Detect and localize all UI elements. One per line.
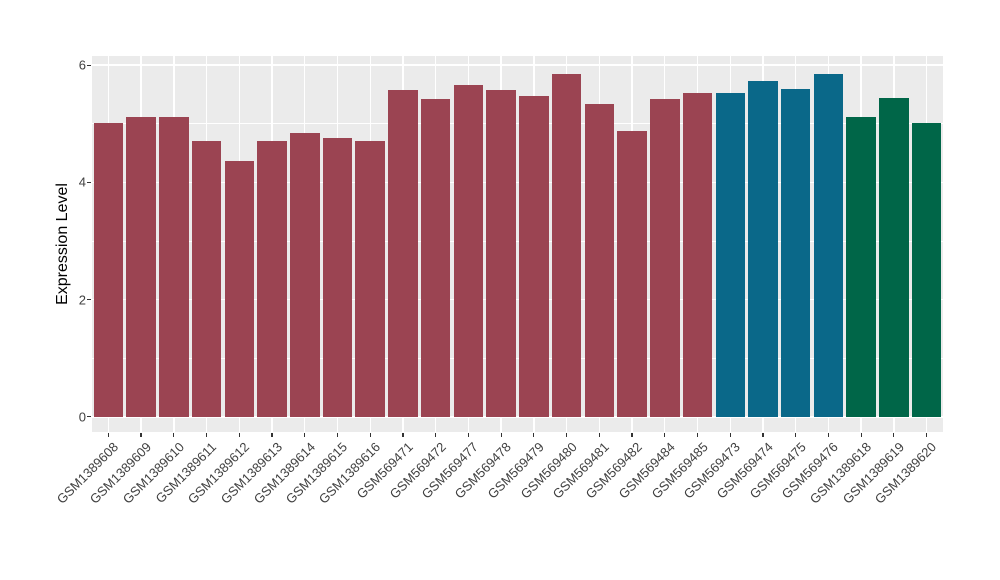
x-tick-mark (336, 433, 339, 437)
gridline-horizontal-major (92, 415, 943, 418)
x-tick-mark (926, 433, 928, 437)
expression-bar (486, 90, 516, 417)
y-tick-label: 6 (78, 57, 86, 73)
expression-bar (453, 85, 484, 417)
x-axis: GSM1389608 GSM1389609 GSM1389610 GSM1389611… (54, 432, 943, 580)
x-tick-mark (500, 433, 502, 437)
expression-bar (617, 130, 647, 417)
y-tick-mark (87, 416, 91, 418)
x-tick-mark (631, 433, 633, 437)
y-tick-mark (87, 181, 91, 183)
expression-bar (715, 92, 745, 417)
expression-bar (191, 140, 222, 417)
expression-bar (911, 123, 942, 417)
x-tick-mark (533, 433, 535, 437)
x-tick-mark (238, 433, 240, 437)
x-tick-mark (369, 433, 371, 437)
expression-bar (420, 99, 451, 417)
x-tick-mark (271, 433, 273, 437)
expression-bar (355, 141, 385, 417)
gridline-horizontal-minor (92, 123, 943, 125)
expression-bar (650, 99, 680, 417)
y-axis: 0 2 4 6 (0, 56, 92, 432)
x-tick-mark (664, 433, 666, 437)
x-tick-mark (140, 433, 142, 437)
gridline-horizontal-major (92, 181, 943, 184)
expression-bar (682, 92, 713, 417)
expression-bar (257, 140, 287, 417)
expression-bar (780, 89, 811, 417)
gridline-horizontal-minor (92, 357, 943, 359)
expression-bar (879, 97, 909, 417)
x-tick-mark (795, 433, 797, 437)
expression-bar (159, 117, 189, 417)
expression-bar (388, 90, 418, 417)
x-tick-mark (729, 433, 731, 437)
expression-bar (846, 117, 876, 417)
y-tick-mark (87, 64, 91, 66)
x-tick-mark (467, 433, 469, 437)
x-tick-mark (173, 433, 175, 437)
expression-bar (748, 80, 778, 417)
x-tick-mark (598, 433, 600, 437)
x-tick-mark (762, 433, 764, 437)
x-tick-mark (402, 433, 404, 437)
x-tick-mark (304, 433, 306, 437)
y-tick-mark (87, 298, 91, 301)
expression-bar (224, 161, 255, 417)
expression-bar (813, 73, 844, 417)
x-tick-mark (435, 433, 437, 437)
gridline-horizontal-minor (92, 240, 943, 242)
expression-bar (551, 73, 582, 417)
expression-bar (322, 138, 353, 417)
expression-bar (519, 96, 549, 417)
expression-bar (93, 122, 124, 417)
y-tick-label: 4 (78, 174, 86, 190)
x-tick-mark (107, 433, 109, 437)
x-tick-mark (565, 433, 568, 437)
y-tick-label: 0 (78, 409, 86, 425)
expression-bar (584, 103, 615, 417)
expression-bar (290, 133, 320, 417)
x-tick-mark (827, 433, 830, 437)
x-tick-mark (696, 433, 699, 437)
x-tick-mark (893, 433, 895, 437)
y-tick-label: 2 (78, 292, 86, 307)
x-tick-mark (205, 433, 208, 437)
gridline-horizontal-major (92, 64, 943, 66)
plot-panel (92, 56, 943, 432)
gridline-horizontal-major (92, 298, 943, 301)
expression-bar (126, 116, 156, 417)
x-tick-mark (860, 433, 862, 437)
